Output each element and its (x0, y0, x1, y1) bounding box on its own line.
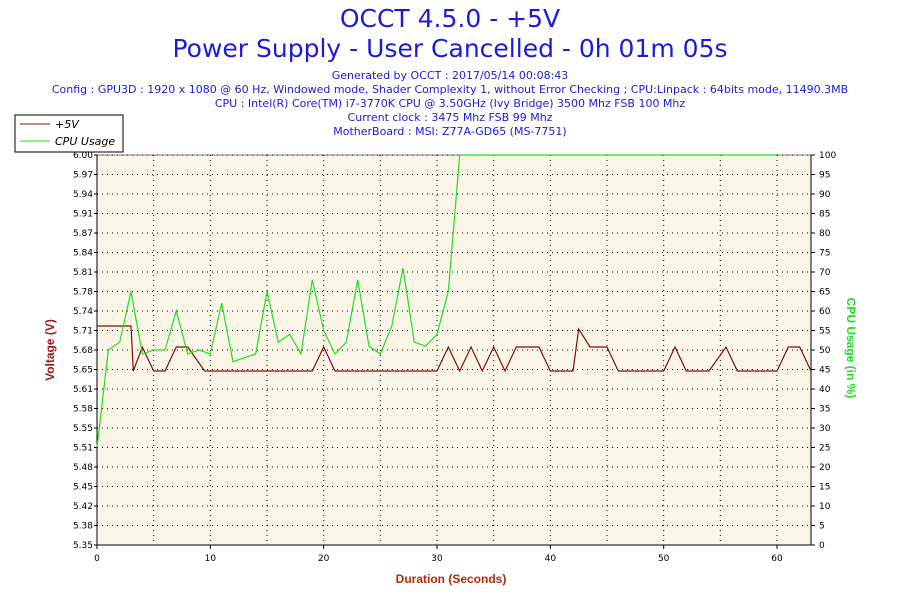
y-tick-label: 5.97 (73, 171, 93, 181)
y-tick-label: 5.81 (73, 268, 93, 278)
legend: +5V CPU Usage (14, 114, 124, 153)
y2-tick-label: 30 (819, 424, 831, 434)
y-tick-label: 5.55 (73, 424, 93, 434)
x-tick-label: 60 (771, 554, 783, 564)
y-axis-title: Voltage (V) (43, 319, 57, 381)
legend-label-cpu: CPU Usage (55, 135, 115, 148)
info-clock: Current clock : 3475 Mhz FSB 99 Mhz (347, 111, 553, 124)
y-tick-label: 5.35 (73, 541, 93, 551)
y2-tick-label: 80 (819, 229, 831, 239)
y-tick-label: 5.48 (73, 463, 93, 473)
y-tick-label: 5.94 (73, 190, 93, 200)
info-cpu: CPU : Intel(R) Core(TM) i7-3770K CPU @ 3… (214, 97, 686, 110)
y2-tick-label: 20 (819, 463, 831, 473)
y-tick-label: 5.38 (73, 522, 93, 532)
info-config: Config : GPU3D : 1920 x 1080 @ 60 Hz, Wi… (51, 83, 849, 96)
y2-tick-label: 75 (819, 249, 830, 259)
x-tick-label: 30 (431, 554, 443, 564)
y2-tick-label: 50 (819, 346, 831, 356)
x-tick-label: 50 (658, 554, 670, 564)
y2-tick-label: 0 (819, 541, 825, 551)
plot-area (97, 155, 811, 545)
y2-tick-label: 25 (819, 444, 830, 454)
y-tick-label: 6.00 (73, 151, 93, 161)
info-motherboard: MotherBoard : MSI: Z77A-GD65 (MS-7751) (333, 125, 567, 138)
y2-tick-label: 70 (819, 268, 831, 278)
y-tick-label: 5.42 (73, 502, 93, 512)
info-generated: Generated by OCCT : 2017/05/14 00:08:43 (331, 69, 569, 82)
axes: 5.35 5.38 5.42 5.45 5.48 5.51 5.55 5.58 5.61 5.65… (73, 151, 836, 564)
y2-tick-label: 55 (819, 327, 830, 337)
x-tick-label: 10 (205, 554, 217, 564)
y-tick-label: 5.65 (73, 366, 93, 376)
y-tick-label: 5.84 (73, 249, 93, 259)
y-tick-label: 5.51 (73, 444, 93, 454)
y-tick-label: 5.68 (73, 346, 93, 356)
y2-tick-label: 85 (819, 210, 830, 220)
grid (97, 154, 811, 546)
chart-subtitle: Power Supply - User Cancelled - 0h 01m 0… (172, 34, 728, 63)
legend-label-voltage: +5V (55, 118, 80, 131)
y-tick-label: 5.78 (73, 288, 93, 298)
y-tick-label: 5.71 (73, 327, 93, 337)
y-tick-label: 5.58 (73, 405, 93, 415)
y-tick-label: 5.91 (73, 210, 93, 220)
series-line-voltage (97, 325, 812, 373)
y2-tick-label: 10 (819, 502, 831, 512)
y2-tick-label: 100 (819, 151, 836, 161)
x-tick-label: 0 (94, 554, 100, 564)
y2-tick-label: 65 (819, 288, 830, 298)
y-tick-label: 5.61 (73, 385, 93, 395)
y2-tick-label: 5 (819, 522, 825, 532)
y-tick-label: 5.45 (73, 483, 93, 493)
y2-tick-label: 35 (819, 405, 830, 415)
x-tick-label: 20 (318, 554, 330, 564)
y-tick-label: 5.87 (73, 229, 93, 239)
y2-tick-label: 90 (819, 190, 831, 200)
x-tick-label: 40 (545, 554, 557, 564)
y-tick-label: 5.74 (73, 307, 93, 317)
chart-title: OCCT 4.5.0 - +5V (339, 4, 561, 33)
series-line-cpu (96, 154, 777, 448)
y2-tick-label: 15 (819, 483, 830, 493)
y2-axis-title: CPU Usage (in %) (844, 298, 858, 399)
y2-tick-label: 60 (819, 307, 831, 317)
x-axis-title: Duration (Seconds) (396, 572, 507, 586)
y2-tick-label: 45 (819, 366, 830, 376)
y2-tick-label: 95 (819, 171, 830, 181)
y2-tick-label: 40 (819, 385, 831, 395)
series-group (96, 154, 812, 448)
